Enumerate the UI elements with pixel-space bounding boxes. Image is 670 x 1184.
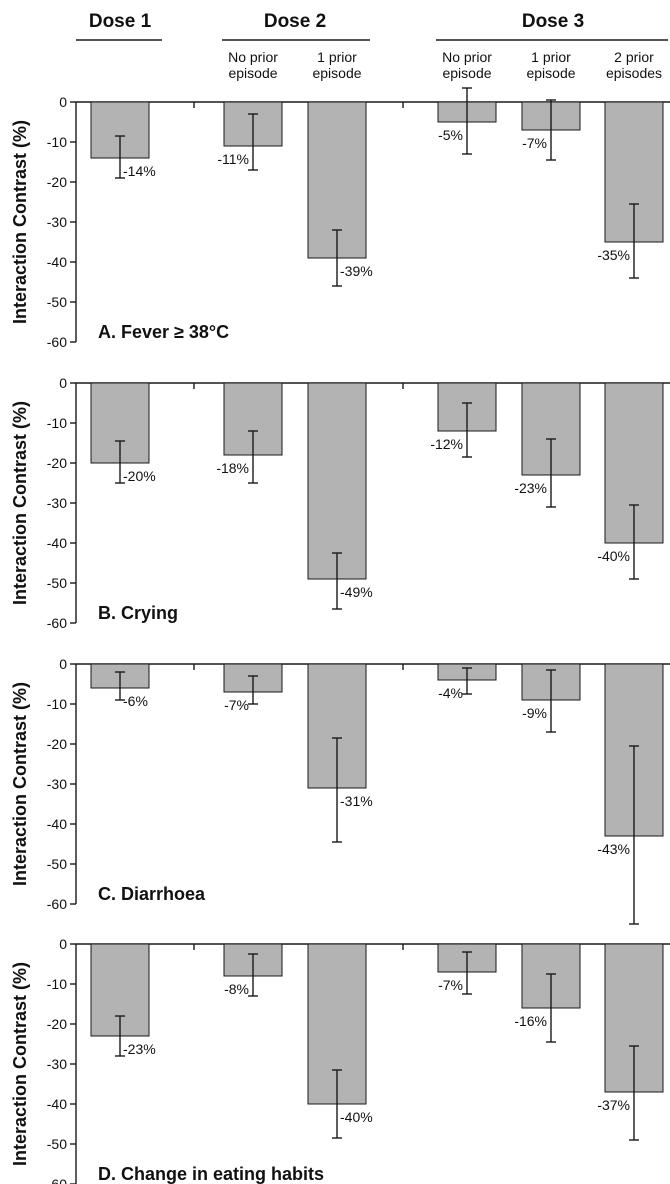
subgroup-label-line2: episode: [312, 65, 361, 81]
y-axis-label: Interaction Contrast (%): [10, 682, 30, 886]
y-tick-label: 0: [59, 656, 67, 672]
data-label: -40%: [340, 1109, 373, 1125]
chart-panel: 0 -10 -20 -30 -40 -50 -60 Interaction Contrast …: [10, 87, 670, 350]
subgroup-label-line2: episode: [442, 65, 491, 81]
y-axis-label: Interaction Contrast (%): [10, 401, 30, 605]
y-tick-label: -20: [47, 174, 67, 190]
data-label: -49%: [340, 584, 373, 600]
bar: [307, 382, 367, 580]
y-tick-label: 0: [59, 94, 67, 110]
y-tick-label: -50: [47, 1136, 67, 1152]
y-axis-label: Interaction Contrast (%): [10, 962, 30, 1166]
data-label: -39%: [340, 263, 373, 279]
y-tick-label: -30: [47, 214, 67, 230]
subgroup-label-line1: No prior: [228, 49, 278, 65]
chart-panel: 0 -10 -20 -30 -40 -50 -60 Interaction Contrast …: [10, 375, 670, 631]
data-label: -8%: [224, 981, 249, 997]
data-label: -16%: [514, 1013, 547, 1029]
y-tick-label: -60: [47, 334, 67, 350]
y-tick-label: -60: [47, 896, 67, 912]
group-label-dose-3: Dose 3: [522, 11, 584, 32]
y-tick-label: -10: [47, 976, 67, 992]
subgroup-label-line1: 1 prior: [317, 49, 357, 65]
y-tick-label: -20: [47, 1016, 67, 1032]
y-tick-label: -30: [47, 1056, 67, 1072]
bar: [604, 382, 664, 544]
data-label: -6%: [123, 693, 148, 709]
data-label: -4%: [438, 685, 463, 701]
y-tick-label: 0: [59, 375, 67, 391]
y-tick-label: -20: [47, 736, 67, 752]
data-label: -23%: [514, 480, 547, 496]
subgroup-label-line2: episode: [228, 65, 277, 81]
data-label: -35%: [597, 247, 630, 263]
y-tick-label: -30: [47, 495, 67, 511]
data-label: -40%: [597, 548, 630, 564]
y-tick-label: -40: [47, 535, 67, 551]
header: Dose 1 Dose 2 Dose 3 No prior episode 1 …: [76, 11, 668, 81]
data-label: -7%: [522, 135, 547, 151]
y-tick-label: -40: [47, 816, 67, 832]
panel-title: D. Change in eating habits: [98, 1164, 324, 1184]
y-tick-label: -40: [47, 254, 67, 270]
y-tick-label: -50: [47, 294, 67, 310]
y-tick-label: -30: [47, 776, 67, 792]
y-tick-label: -50: [47, 856, 67, 872]
y-tick-label: -10: [47, 415, 67, 431]
data-label: -20%: [123, 468, 156, 484]
subgroup-label-line2: episode: [526, 65, 575, 81]
data-label: -43%: [597, 841, 630, 857]
data-label: -18%: [216, 460, 249, 476]
subgroup-label-line1: No prior: [442, 49, 492, 65]
data-label: -11%: [217, 151, 249, 167]
panel-title: B. Crying: [98, 603, 178, 623]
y-axis-label: Interaction Contrast (%): [10, 120, 30, 324]
y-tick-label: -60: [47, 1176, 67, 1184]
y-tick-label: -50: [47, 575, 67, 591]
subgroup-label-line2: episodes: [606, 65, 662, 81]
group-label-dose-1: Dose 1: [89, 11, 152, 32]
y-tick-label: -10: [47, 696, 67, 712]
data-label: -14%: [123, 163, 156, 179]
chart-panel: 0 -10 -20 -30 -40 -50 -60 Interaction Contrast …: [10, 936, 670, 1184]
chart-panels: 0 -10 -20 -30 -40 -50 -60 Interaction Contrast …: [10, 87, 670, 1184]
group-label-dose-2: Dose 2: [264, 11, 326, 32]
data-label: -12%: [430, 436, 463, 452]
y-tick-label: -20: [47, 455, 67, 471]
panel-title: C. Diarrhoea: [98, 884, 206, 904]
data-label: -7%: [438, 977, 463, 993]
data-label: -31%: [340, 793, 373, 809]
data-label: -7%: [224, 697, 249, 713]
y-tick-label: 0: [59, 936, 67, 952]
panel-title: A. Fever ≥ 38°C: [98, 322, 229, 342]
data-label: -23%: [123, 1041, 156, 1057]
data-label: -5%: [438, 127, 463, 143]
y-tick-label: -60: [47, 615, 67, 631]
y-tick-label: -10: [47, 134, 67, 150]
data-label: -9%: [522, 705, 547, 721]
subgroup-label-line1: 2 prior: [614, 49, 654, 65]
chart-panel: 0 -10 -20 -30 -40 -50 -60 Interaction Contrast …: [10, 656, 670, 925]
subgroup-label-line1: 1 prior: [531, 49, 571, 65]
data-label: -37%: [597, 1097, 630, 1113]
y-tick-label: -40: [47, 1096, 67, 1112]
